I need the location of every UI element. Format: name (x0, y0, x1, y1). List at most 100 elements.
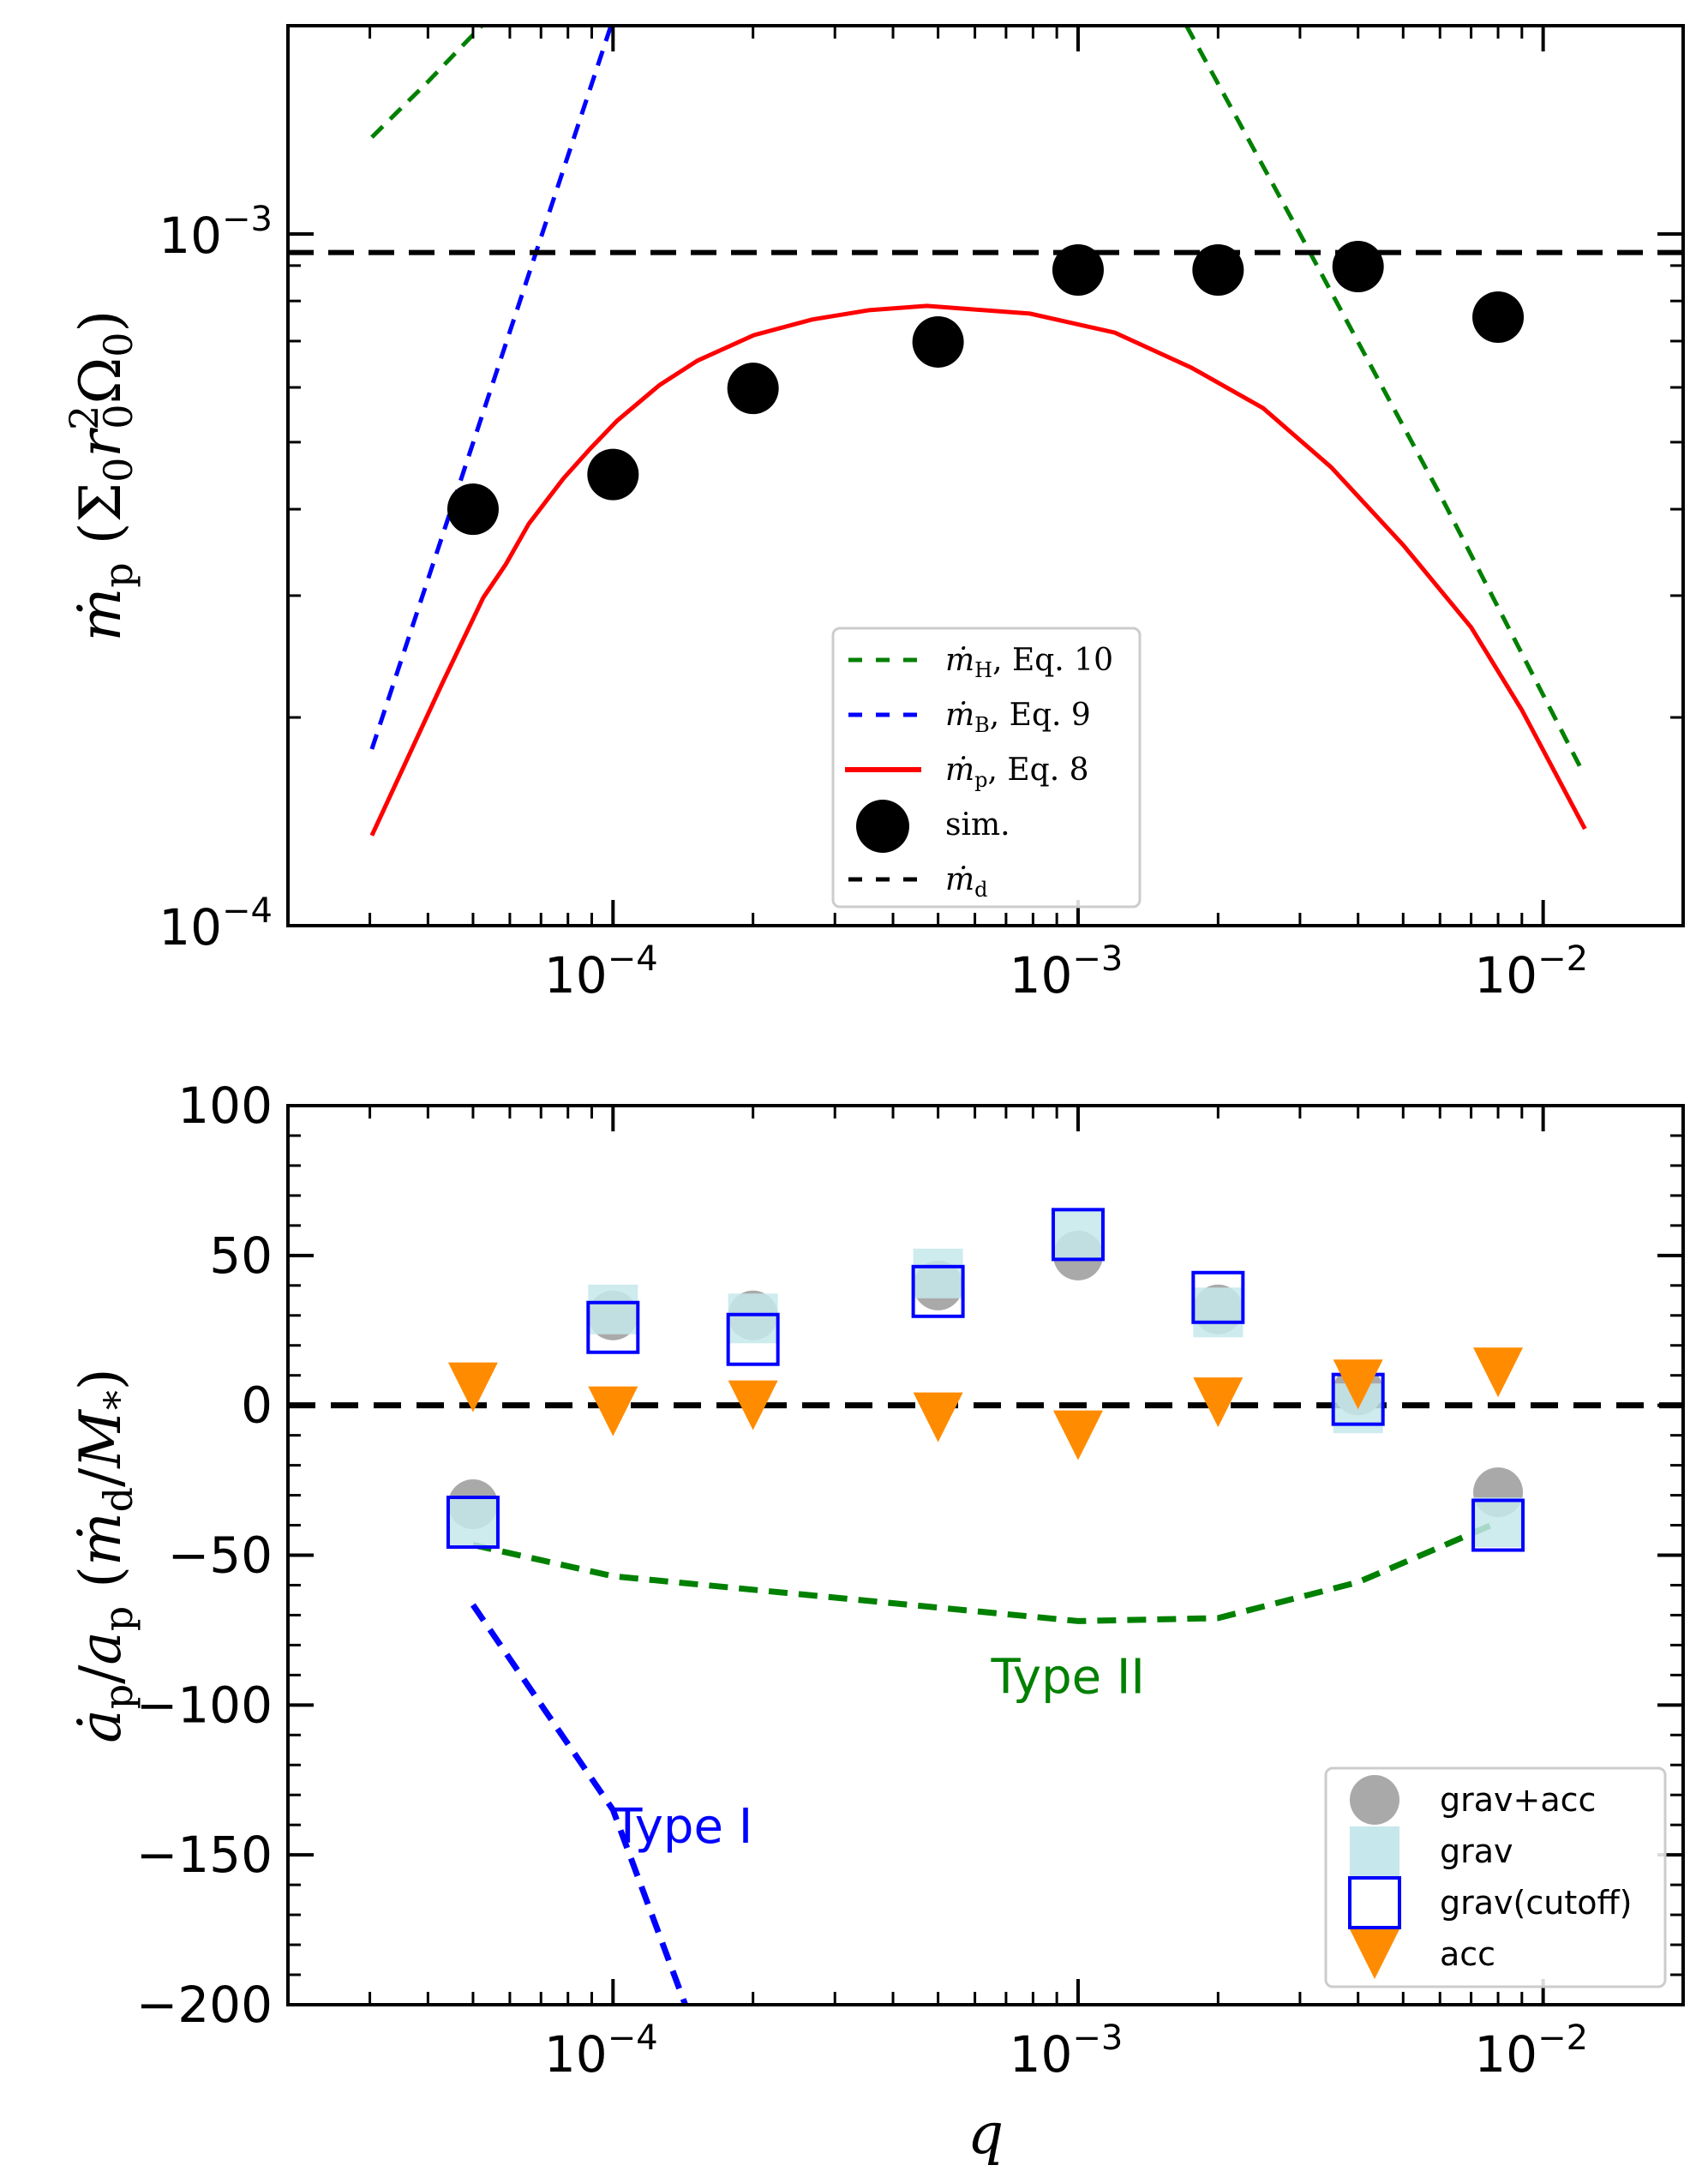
legend-subscript: d (974, 878, 987, 902)
acc-marker (1052, 1410, 1103, 1460)
ylabel-sub-0b: 0 (95, 404, 141, 429)
sim-point (912, 315, 964, 368)
x-tick-label: 10−3 (1010, 939, 1124, 1005)
ylabel-a: a (68, 1631, 134, 1664)
y-tick-label: −50 (168, 1526, 273, 1585)
legend-rest: , Eq. 9 (990, 698, 1091, 733)
series-line-mh-eq10 (370, 26, 483, 139)
acc-marker (1193, 1377, 1244, 1428)
legend-rest: , Eq. 10 (992, 643, 1113, 678)
legend-symbol: ṁ (945, 753, 974, 788)
ylabel-sub-p2: p (95, 1606, 141, 1631)
legend-label: ṁp, Eq. 8 (945, 753, 1089, 792)
ylabel-sub-star: * (95, 1390, 141, 1410)
legend-subscript: B (974, 713, 990, 737)
legend-frame (831, 627, 1142, 909)
acc-marker (728, 1380, 778, 1430)
legend-label: sim. (945, 807, 1010, 843)
legend-item: ṁB, Eq. 9 (848, 698, 1091, 737)
sim-point (587, 448, 639, 501)
grav-cutoff-marker (726, 1312, 780, 1366)
x-tick-label: 10−4 (544, 939, 658, 1005)
bottom-legend: grav+acc grav grav(cutoff) acc (1324, 1766, 1667, 1988)
x-tick-base: 10 (1474, 2025, 1537, 2084)
acc-marker (1473, 1347, 1524, 1398)
legend-label: grav+acc (1440, 1781, 1596, 1819)
grav-cutoff-marker (911, 1264, 965, 1318)
legend-label: ṁd (945, 862, 988, 902)
legend-swatch-circle (1350, 1775, 1399, 1825)
series-line-mp-eq8 (369, 303, 1587, 837)
type-ii-label: Type II (990, 1649, 1144, 1705)
grav-marker (1193, 1287, 1244, 1338)
y-tick-label: 10−4 (159, 891, 273, 957)
grav-marker (1052, 1209, 1103, 1260)
x-tick-base: 10 (1474, 946, 1537, 1005)
ylabel-mdot2: ṁ (68, 1512, 134, 1566)
legend-subscript: p (974, 768, 987, 792)
legend-rest: , Eq. 8 (988, 753, 1089, 788)
grav-cutoff-marker (1191, 1270, 1245, 1324)
ylabel-omega: Ω (68, 357, 134, 405)
type-i-label: Type I (612, 1799, 752, 1855)
y-tick-base: 10 (159, 207, 222, 265)
bottom-x-axis-label: q (968, 2101, 1004, 2167)
grav-marker (913, 1248, 963, 1298)
grav-marker (728, 1293, 778, 1344)
legend-rest: sim. (945, 807, 1010, 843)
ylabel-paren: (Σ (68, 483, 134, 562)
y-tick-label: 10−3 (159, 200, 273, 265)
x-tick-label: 10−3 (1010, 2018, 1124, 2084)
bottom-annotations: Type II Type I (612, 1649, 1145, 1855)
legend-subscript: H (974, 658, 992, 682)
sim-point (446, 483, 499, 536)
ylabel-r: r (68, 428, 134, 458)
legend-symbol: ṁ (945, 862, 974, 897)
legend-label: grav(cutoff) (1440, 1884, 1632, 1922)
x-tick-label: 10−2 (1474, 939, 1588, 1005)
ylabel-close2: ) (68, 1368, 134, 1390)
y-tick-label: −200 (136, 1976, 273, 2034)
ylabel-close: ) (68, 310, 134, 333)
top-plot-area (288, 26, 1683, 837)
legend-frame (1324, 1766, 1667, 1988)
y-tick-label: −100 (136, 1676, 273, 1734)
ylabel-sub-0c: 0 (95, 332, 141, 357)
legend-label: acc (1440, 1935, 1495, 1973)
x-tick-exponent: −4 (608, 939, 658, 979)
legend-swatch-filled-square (1350, 1826, 1399, 1876)
legend-swatch-triangle (1350, 1929, 1399, 1979)
x-tick-exponent: −2 (1537, 939, 1588, 979)
ylabel-open: ( (68, 1566, 134, 1606)
acc-marker (913, 1392, 963, 1442)
sim-point (1332, 241, 1384, 293)
top-series-group (288, 26, 1683, 837)
y-tick-label: 0 (241, 1376, 273, 1435)
legend-swatch-open-square (1348, 1876, 1401, 1929)
type-i-curve (470, 1603, 688, 2005)
legend-label: grav (1440, 1832, 1513, 1870)
x-tick-exponent: −2 (1537, 2018, 1588, 2058)
ylabel-sub-p: p (95, 562, 141, 587)
y-tick-label: −150 (136, 1826, 273, 1884)
grav-cutoff-marker (586, 1300, 640, 1354)
legend-item: ṁd (848, 862, 988, 902)
y-tick-exponent: −3 (222, 200, 273, 239)
legend-label: ṁB, Eq. 9 (945, 698, 1091, 737)
grav-marker (1473, 1497, 1524, 1548)
legend-symbol: ṁ (945, 643, 974, 678)
y-tick-label: 100 (177, 1077, 273, 1135)
x-tick-label: 10−4 (544, 2018, 658, 2084)
legend-label: ṁH, Eq. 10 (945, 643, 1113, 682)
legend-item: grav(cutoff) (1348, 1876, 1632, 1929)
ylabel-sup-2: 2 (61, 405, 107, 430)
x-tick-base: 10 (544, 946, 608, 1005)
legend-item: ṁH, Eq. 10 (848, 643, 1113, 682)
x-tick-base: 10 (1010, 946, 1073, 1005)
ylabel-sub-p1: p (95, 1684, 141, 1709)
legend-item: acc (1350, 1929, 1495, 1979)
bottom-series-group (288, 1208, 1683, 2005)
